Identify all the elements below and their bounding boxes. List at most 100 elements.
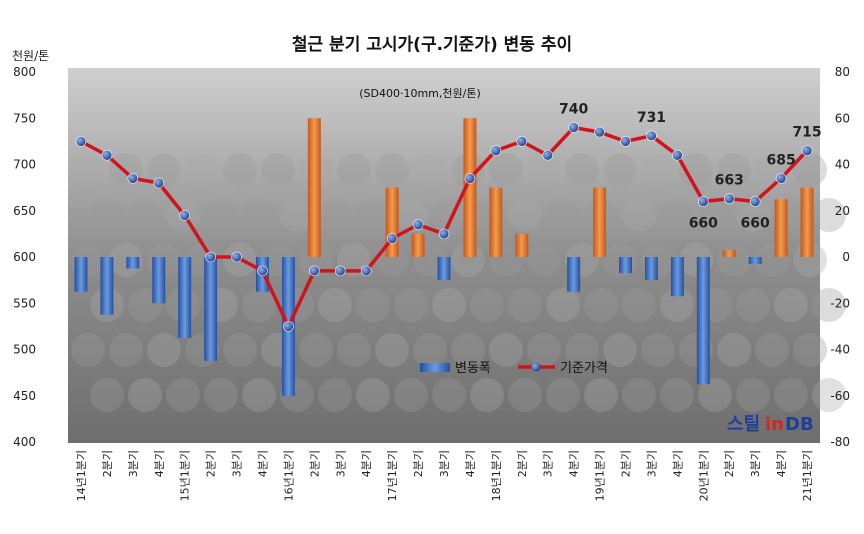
x-tick-label: 3분기 [645, 450, 658, 477]
texture-rod [242, 288, 276, 322]
texture-rod [527, 333, 561, 367]
line-point [801, 145, 813, 156]
bar [567, 257, 581, 292]
texture-rod [337, 333, 371, 367]
bar [644, 257, 658, 281]
left-tick-label: 450 [13, 389, 36, 403]
line-point [386, 233, 398, 244]
texture-rod [147, 153, 181, 187]
texture-rod [717, 153, 751, 187]
line-point [283, 321, 294, 332]
texture-rod [356, 198, 390, 232]
texture-rod [204, 198, 238, 232]
texture-rod [660, 198, 694, 232]
texture-rod [565, 153, 599, 187]
left-tick-label: 400 [13, 435, 36, 449]
texture-rod [280, 198, 314, 232]
texture-rod [527, 243, 561, 277]
bar [100, 257, 114, 315]
x-tick-label: 21년1분기 [801, 450, 814, 501]
texture-rod [90, 378, 124, 412]
right-tick-label: 0 [842, 250, 850, 264]
texture-rod [736, 378, 770, 412]
legend: 변동폭 기준가격 [420, 361, 608, 376]
bar [204, 257, 218, 362]
x-tick-label: 4분기 [360, 450, 373, 477]
data-label: 685 [766, 152, 795, 168]
line-point [257, 265, 268, 277]
x-tick-label: 2분기 [516, 450, 529, 477]
texture-rod [375, 333, 409, 367]
bar [774, 199, 788, 257]
texture-rod [204, 378, 238, 412]
texture-rod [812, 288, 846, 322]
texture-rod [394, 288, 428, 322]
texture-rod [318, 288, 352, 322]
line-point [542, 149, 554, 161]
legend-line-label: 기준가격 [560, 361, 608, 376]
texture-rod [356, 378, 390, 412]
texture-rod [660, 288, 694, 322]
texture-rod [318, 198, 352, 232]
line-point [490, 145, 502, 156]
texture-rod [489, 153, 523, 187]
line-point [360, 265, 372, 277]
bar [489, 187, 503, 257]
x-tick-label: 18년1분기 [490, 450, 503, 501]
data-label: 660 [741, 216, 770, 232]
watermark-logo: 스틸 in DB [727, 414, 814, 435]
texture-rod [717, 333, 751, 367]
line-point [672, 149, 683, 161]
line-point [516, 136, 528, 147]
texture-rod [546, 288, 580, 322]
x-tick-label: 2분기 [412, 450, 425, 477]
bar [411, 233, 425, 257]
left-tick-label: 700 [13, 158, 36, 172]
texture-rod [584, 378, 618, 412]
line-point [231, 251, 242, 263]
texture-rod [470, 288, 504, 322]
right-tick-label: -80 [830, 435, 850, 449]
texture-rod [812, 198, 846, 232]
texture-rod [166, 378, 200, 412]
texture-rod [679, 153, 713, 187]
data-label: 715 [792, 125, 821, 141]
bar [437, 257, 451, 281]
texture-rod [413, 333, 447, 367]
x-tick-label: 17년1분기 [386, 450, 399, 501]
x-tick-label: 2분기 [723, 450, 736, 477]
texture-rod [489, 333, 523, 367]
texture-rod [793, 333, 827, 367]
watermark-part3: DB [785, 414, 814, 435]
texture-rod [584, 288, 618, 322]
chart-title: 철근 분기 고시가(구.기준가) 변동 추이 [292, 35, 572, 55]
texture-rod [603, 333, 637, 367]
left-axis: 400 450 500 550 600 650 700 750 800 [13, 65, 36, 449]
left-tick-label: 550 [13, 296, 36, 310]
line-point [698, 196, 709, 207]
right-tick-label: 60 [835, 111, 850, 125]
texture-rod [185, 153, 219, 187]
right-tick-label: -20 [830, 296, 850, 310]
texture-rod [736, 198, 770, 232]
bar [619, 257, 632, 274]
x-tick-label: 3분기 [542, 450, 555, 477]
texture-rod [641, 333, 675, 367]
x-tick-label: 20년1분기 [697, 450, 710, 501]
texture-rod [451, 243, 485, 277]
plot-background [68, 68, 820, 443]
x-tick-label: 2분기 [205, 450, 218, 477]
left-axis-label: 천원/톤 [12, 48, 49, 63]
x-tick-label: 3분기 [438, 450, 451, 477]
bar [178, 257, 192, 338]
texture-rod [242, 198, 276, 232]
texture-rod [375, 153, 409, 187]
texture-rod [527, 153, 561, 187]
right-tick-label: -60 [830, 389, 850, 403]
texture-rod [755, 333, 789, 367]
line-point [646, 130, 657, 142]
data-label: 660 [689, 216, 718, 232]
bar [722, 250, 736, 257]
